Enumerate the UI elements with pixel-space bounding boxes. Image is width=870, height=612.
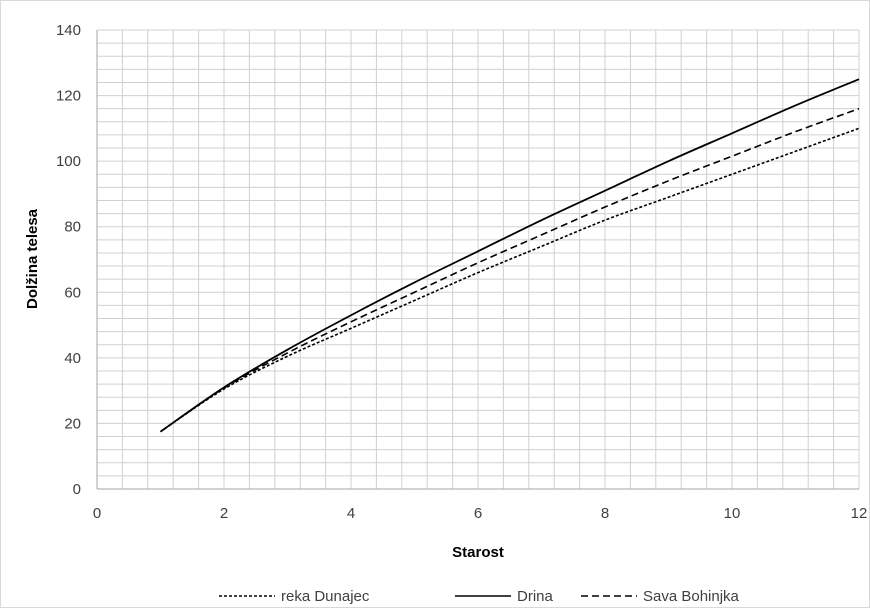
series-lines: [159, 78, 860, 433]
x-tick-label: 4: [347, 505, 355, 522]
grid: [96, 29, 860, 490]
y-tick-label: 80: [64, 219, 81, 236]
legend: reka Dunajec Drina Sava Bohinjka: [219, 588, 740, 605]
series-line-0: [160, 127, 860, 433]
x-tick-label: 12: [851, 505, 868, 522]
y-tick-label: 20: [64, 415, 81, 432]
legend-label-0: reka Dunajec: [281, 588, 370, 605]
x-tick-label: 6: [474, 505, 482, 522]
x-axis-label: Starost: [452, 544, 504, 561]
y-tick-label: 120: [56, 88, 81, 105]
y-tick-label: 40: [64, 350, 81, 367]
y-tick-label: 0: [73, 481, 81, 498]
x-tick-label: 0: [93, 505, 101, 522]
x-tick-label: 8: [601, 505, 609, 522]
series-line-2: [160, 107, 860, 433]
legend-label-1: Drina: [517, 588, 554, 605]
legend-label-2: Sava Bohinjka: [643, 588, 740, 605]
y-axis-label: Dolžina telesa: [24, 208, 41, 309]
x-tick-label: 10: [724, 505, 741, 522]
axes: [96, 30, 859, 490]
y-tick-label: 100: [56, 153, 81, 170]
series-line-1: [159, 78, 860, 433]
y-tick-label: 140: [56, 22, 81, 39]
y-tick-label: 60: [64, 284, 81, 301]
x-tick-label: 2: [220, 505, 228, 522]
